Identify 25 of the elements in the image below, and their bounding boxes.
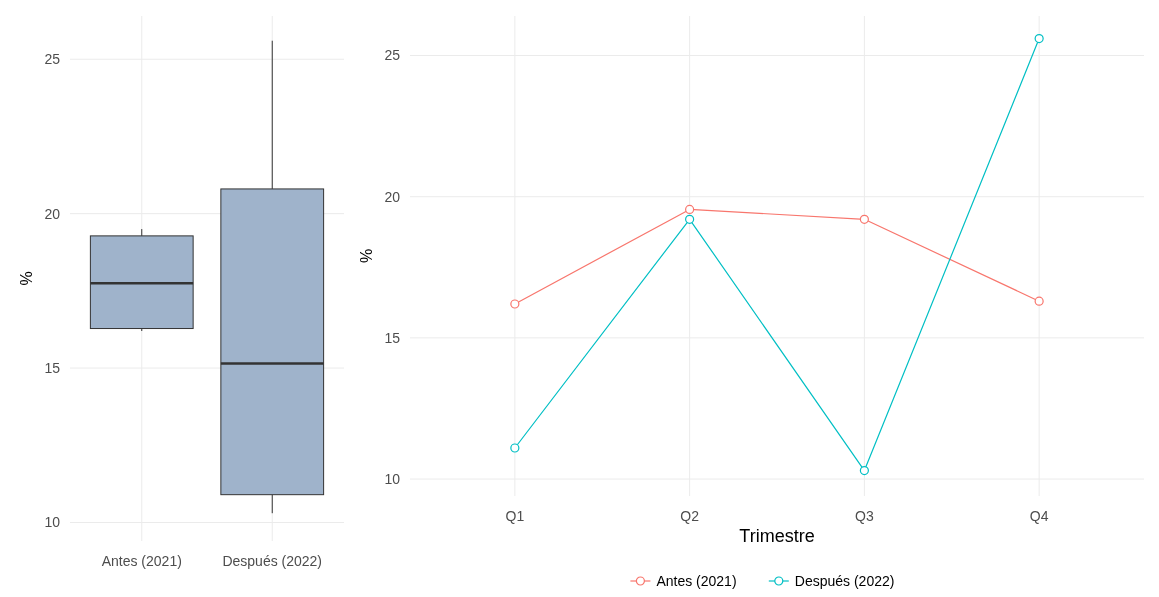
y-tick-label: 15 <box>384 329 401 346</box>
point <box>1034 33 1044 44</box>
point <box>510 299 520 309</box>
x-axis-title: Trimestre <box>739 526 815 547</box>
y-axis-title: % <box>17 271 35 286</box>
y-tick-label: 15 <box>44 359 61 376</box>
y-tick-label: 10 <box>384 470 401 487</box>
point <box>510 443 520 453</box>
y-tick-label: 25 <box>44 51 61 68</box>
point <box>685 204 695 215</box>
x-tick-label: Q4 <box>1029 507 1049 524</box>
y-tick-label: 20 <box>384 188 401 205</box>
legend-label: Después (2022) <box>794 572 895 589</box>
x-tick-label: Q1 <box>505 507 525 524</box>
point <box>685 214 695 224</box>
y-axis-title: % <box>357 248 375 264</box>
x-tick-label: Q3 <box>855 507 874 524</box>
legend-label: Antes (2021) <box>656 572 737 589</box>
y-tick-label: 20 <box>44 205 61 222</box>
y-tick-label: 10 <box>44 514 61 531</box>
point <box>859 465 869 476</box>
x-tick-label: Q2 <box>680 507 700 524</box>
point <box>859 214 869 224</box>
point <box>1034 296 1044 306</box>
y-tick-label: 25 <box>384 47 401 64</box>
